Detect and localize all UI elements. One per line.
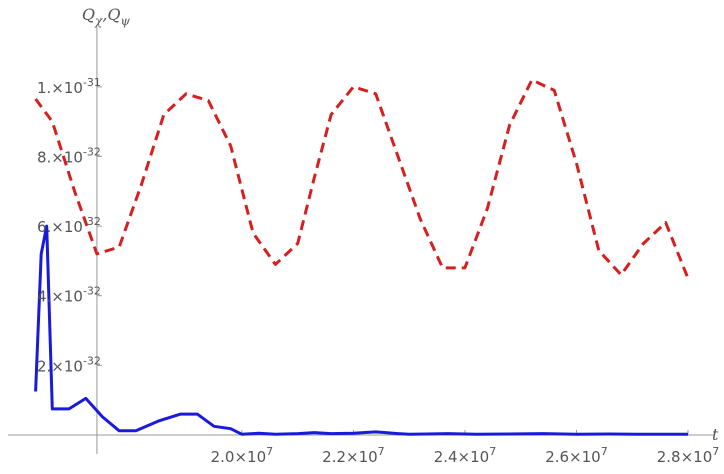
x-tick-label: 2.8×107: [657, 445, 720, 466]
x-tick-label: 2.4×107: [434, 445, 497, 466]
y-tick-label: 4.×10-32: [37, 285, 101, 306]
y-tick-label: 6.×10-32: [37, 215, 101, 236]
y-tick-label: 8.×10-32: [37, 145, 101, 166]
series-dashed-red-line: [34, 78, 690, 279]
x-tick-label: 2.0×107: [211, 445, 274, 466]
y-tick-label: 1.×10-31: [37, 76, 101, 97]
chart-series-layer: [34, 78, 690, 436]
chart-axes: [8, 28, 714, 454]
y-tick-label: 2.×10-32: [37, 354, 101, 375]
y-axis-title: Qχ,Qψ: [82, 5, 131, 28]
x-tick-label: 2.2×107: [322, 445, 385, 466]
x-tick-label: 2.6×107: [545, 445, 608, 466]
x-axis-title: t: [712, 425, 719, 444]
series-solid-blue-line: [34, 224, 688, 436]
chart-labels: 2.0×107 2.2×107 2.4×107 2.6×107 2.8×107 2.×10…: [37, 5, 719, 466]
